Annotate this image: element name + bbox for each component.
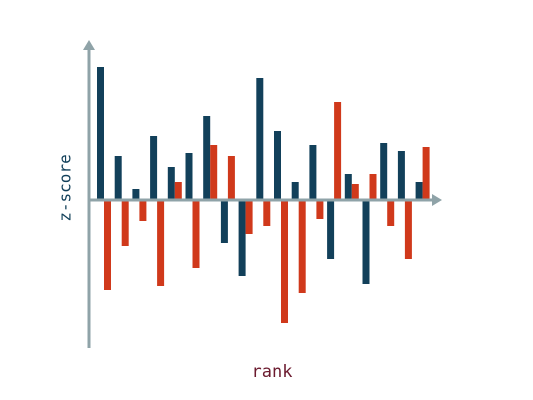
bar bbox=[132, 189, 140, 200]
bar bbox=[157, 200, 165, 286]
bar bbox=[316, 200, 324, 219]
bar bbox=[422, 147, 430, 200]
bar bbox=[114, 156, 122, 200]
bar bbox=[334, 102, 342, 200]
bar bbox=[167, 167, 175, 200]
bar bbox=[227, 156, 235, 200]
bar bbox=[351, 184, 359, 200]
bar bbox=[298, 200, 306, 293]
bar bbox=[397, 151, 405, 200]
y-axis-label: z-score bbox=[56, 154, 75, 221]
bar bbox=[369, 174, 377, 200]
x-axis-label: rank bbox=[252, 362, 293, 382]
bar bbox=[380, 143, 388, 200]
bar bbox=[256, 78, 264, 200]
bar bbox=[220, 200, 228, 243]
bar bbox=[203, 116, 211, 200]
bar bbox=[281, 200, 288, 323]
bar bbox=[309, 145, 317, 200]
bar bbox=[291, 182, 299, 200]
bar bbox=[415, 182, 423, 200]
bar bbox=[387, 200, 395, 226]
bar bbox=[274, 131, 281, 200]
bar bbox=[97, 67, 104, 200]
y-axis-arrow bbox=[83, 40, 95, 50]
bar bbox=[185, 153, 193, 200]
bar bbox=[245, 200, 253, 234]
bar bbox=[327, 200, 335, 259]
bar bbox=[344, 174, 352, 200]
bar bbox=[192, 200, 200, 268]
bars bbox=[97, 67, 430, 323]
bar bbox=[150, 136, 158, 200]
bar bbox=[362, 200, 370, 284]
bar bbox=[121, 200, 129, 246]
x-axis-arrow bbox=[432, 194, 442, 206]
bar bbox=[104, 200, 111, 290]
bar bbox=[139, 200, 147, 221]
bar bbox=[210, 145, 218, 200]
bar bbox=[263, 200, 271, 226]
bar bbox=[174, 182, 182, 200]
bar bbox=[404, 200, 412, 259]
bar bbox=[238, 200, 246, 276]
